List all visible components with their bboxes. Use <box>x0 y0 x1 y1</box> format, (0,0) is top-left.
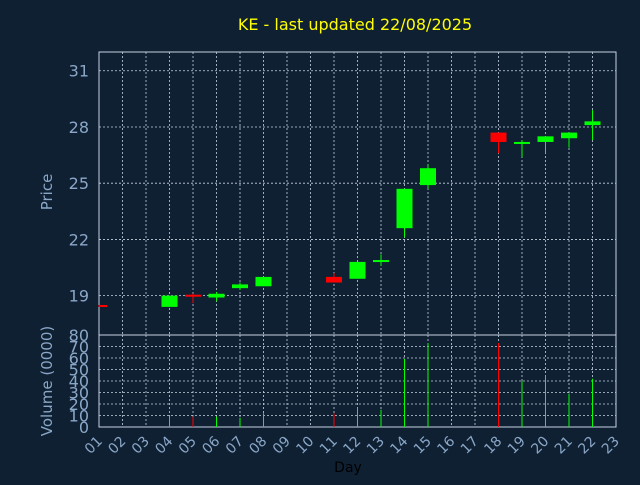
volume-tick-label: 50 <box>69 361 89 380</box>
volume-tick-label: 30 <box>69 384 89 403</box>
candle-body <box>185 294 201 297</box>
volume-tick-label: 70 <box>69 338 89 357</box>
candle-body <box>514 141 530 144</box>
volume-tick-label: 0 <box>79 418 89 437</box>
candle-body <box>232 284 248 289</box>
candle-body <box>373 260 389 263</box>
price-tick-labels: 31 28 25 22 19 <box>69 62 89 306</box>
day-tick-labels: 01 02 03 04 05 06 07 08 09 10 11 12 13 14 15 16 17 18 19 20… <box>82 433 623 457</box>
volume-tick-label: 40 <box>69 372 89 391</box>
candle-day-14 <box>396 188 413 238</box>
volume-axis-label: Volume (0000) <box>38 326 56 436</box>
candle-day-5 <box>185 293 201 304</box>
candle-day-22 <box>584 110 601 141</box>
candle-day-13 <box>373 254 389 266</box>
price-tick-label: 19 <box>69 287 89 306</box>
candle-day-15 <box>420 164 436 189</box>
day-axis-label: Day <box>334 460 362 476</box>
candle-day-7 <box>232 282 248 291</box>
candle-day-6 <box>208 291 225 302</box>
candle-body <box>584 121 601 126</box>
candle-day-20 <box>537 136 554 154</box>
candle-day-19 <box>514 140 530 157</box>
candle-body <box>396 188 413 229</box>
price-tick-label: 22 <box>69 230 89 249</box>
volume-tick-label: 80 <box>69 326 89 345</box>
candle-body <box>349 261 366 279</box>
candle-day-21 <box>561 132 577 148</box>
candle-body <box>490 132 507 142</box>
candle-body <box>161 295 178 307</box>
candle-day-12 <box>349 261 366 279</box>
volume-tick-label: 20 <box>69 395 89 414</box>
volume-tick-label: 60 <box>69 349 89 368</box>
candle-body <box>561 132 577 139</box>
chart-title: KE - last updated 22/08/2025 <box>238 15 472 34</box>
candle-day-1 <box>98 305 107 308</box>
candle-day-8 <box>255 276 272 287</box>
candle-day-11 <box>326 273 342 283</box>
candle-day-4 <box>161 295 178 307</box>
candle-body <box>99 305 107 308</box>
volume-bars <box>169 343 593 427</box>
candle-body <box>255 276 272 287</box>
candle-body <box>326 276 342 283</box>
price-axis-label: Price <box>38 174 56 211</box>
candle-body <box>420 168 436 186</box>
volume-tick-label: 10 <box>69 407 89 426</box>
price-candles <box>98 110 601 308</box>
price-tick-label: 25 <box>69 174 89 193</box>
candle-body <box>208 293 225 298</box>
price-tick-label: 28 <box>69 118 89 137</box>
price-tick-label: 31 <box>69 62 89 81</box>
candle-day-18 <box>490 132 507 154</box>
candle-body <box>537 136 554 142</box>
